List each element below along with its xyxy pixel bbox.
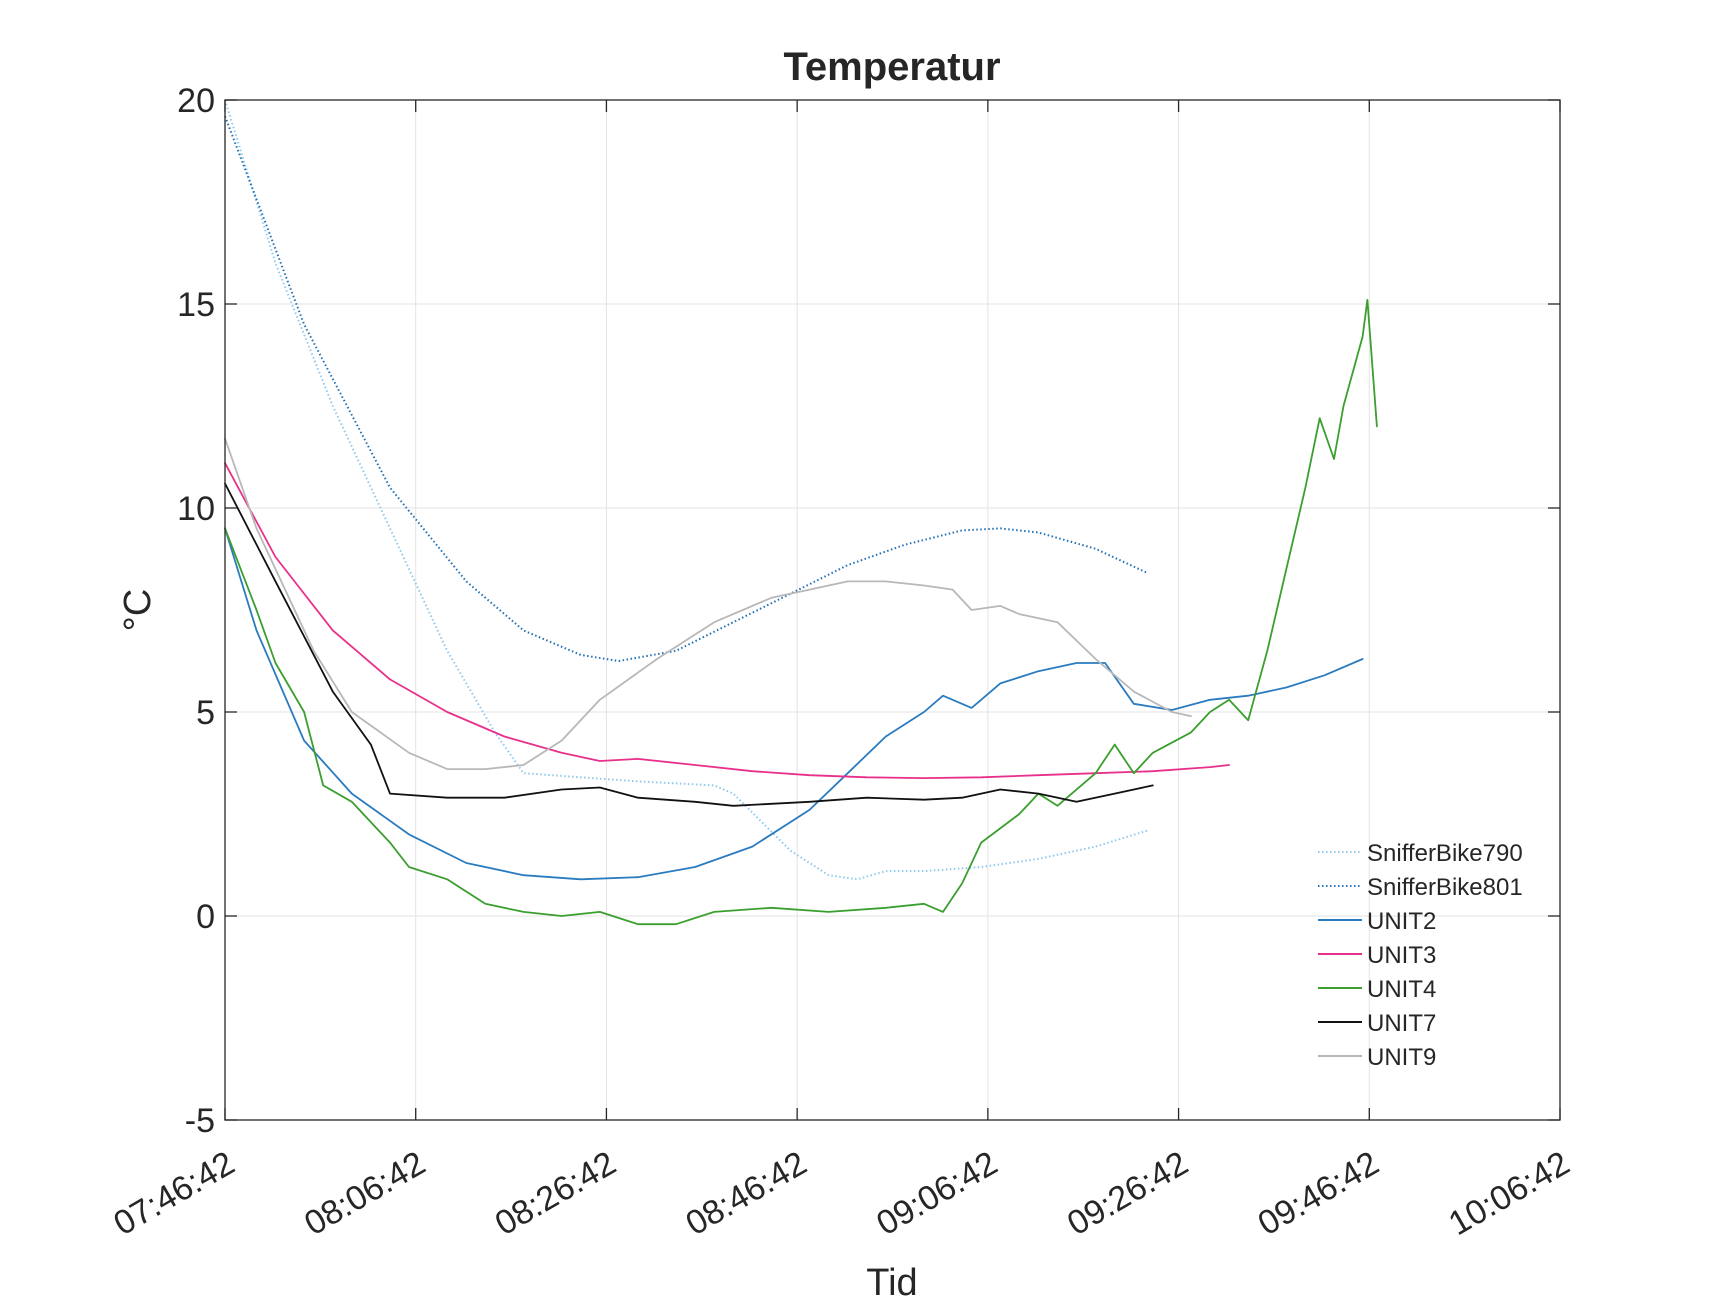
plot-background xyxy=(225,100,1560,1120)
x-tick-label: 08:26:42 xyxy=(489,1144,623,1243)
plot-frame xyxy=(224,99,1561,1121)
series-lines xyxy=(224,99,1378,926)
y-tick-label: 20 xyxy=(177,82,215,120)
legend-label: SnifferBike790 xyxy=(1367,840,1523,867)
x-tick-label: 08:46:42 xyxy=(680,1144,814,1243)
x-tick-label: 09:46:42 xyxy=(1252,1144,1386,1243)
x-tick-label: 09:26:42 xyxy=(1061,1144,1195,1243)
y-tick-label: 0 xyxy=(196,898,215,936)
series-line-unit4 xyxy=(224,298,1378,926)
series-line-unit2 xyxy=(224,527,1364,881)
legend-label: UNIT4 xyxy=(1367,976,1436,1003)
y-tick-label: 5 xyxy=(196,694,215,732)
y-tick-label: 10 xyxy=(177,490,215,528)
y-axis-label: °C xyxy=(117,589,159,632)
x-tick-label: 07:46:42 xyxy=(107,1144,241,1243)
series-line-snifferbike801 xyxy=(224,115,1149,662)
y-tick-label: -5 xyxy=(185,1102,215,1140)
series-line-unit3 xyxy=(224,462,1230,779)
series-line-unit7 xyxy=(224,482,1154,807)
x-axis-label: Tid xyxy=(866,1262,917,1304)
y-tick-label: 15 xyxy=(177,286,215,324)
x-tick-label: 08:06:42 xyxy=(298,1144,432,1243)
legend: SnifferBike790 SnifferBike801 UNIT2 UNIT3 UN… xyxy=(1318,840,1523,1071)
legend-label: UNIT9 xyxy=(1367,1044,1436,1071)
legend-label: UNIT7 xyxy=(1367,1010,1436,1037)
chart-title: Temperatur xyxy=(783,45,1000,89)
legend-label: UNIT3 xyxy=(1367,942,1436,969)
series-line-unit9 xyxy=(224,437,1192,770)
x-tick-label: 10:06:42 xyxy=(1442,1144,1576,1243)
legend-label: SnifferBike801 xyxy=(1367,874,1523,901)
legend-label: UNIT2 xyxy=(1367,908,1436,935)
x-tick-label: 09:06:42 xyxy=(870,1144,1004,1243)
